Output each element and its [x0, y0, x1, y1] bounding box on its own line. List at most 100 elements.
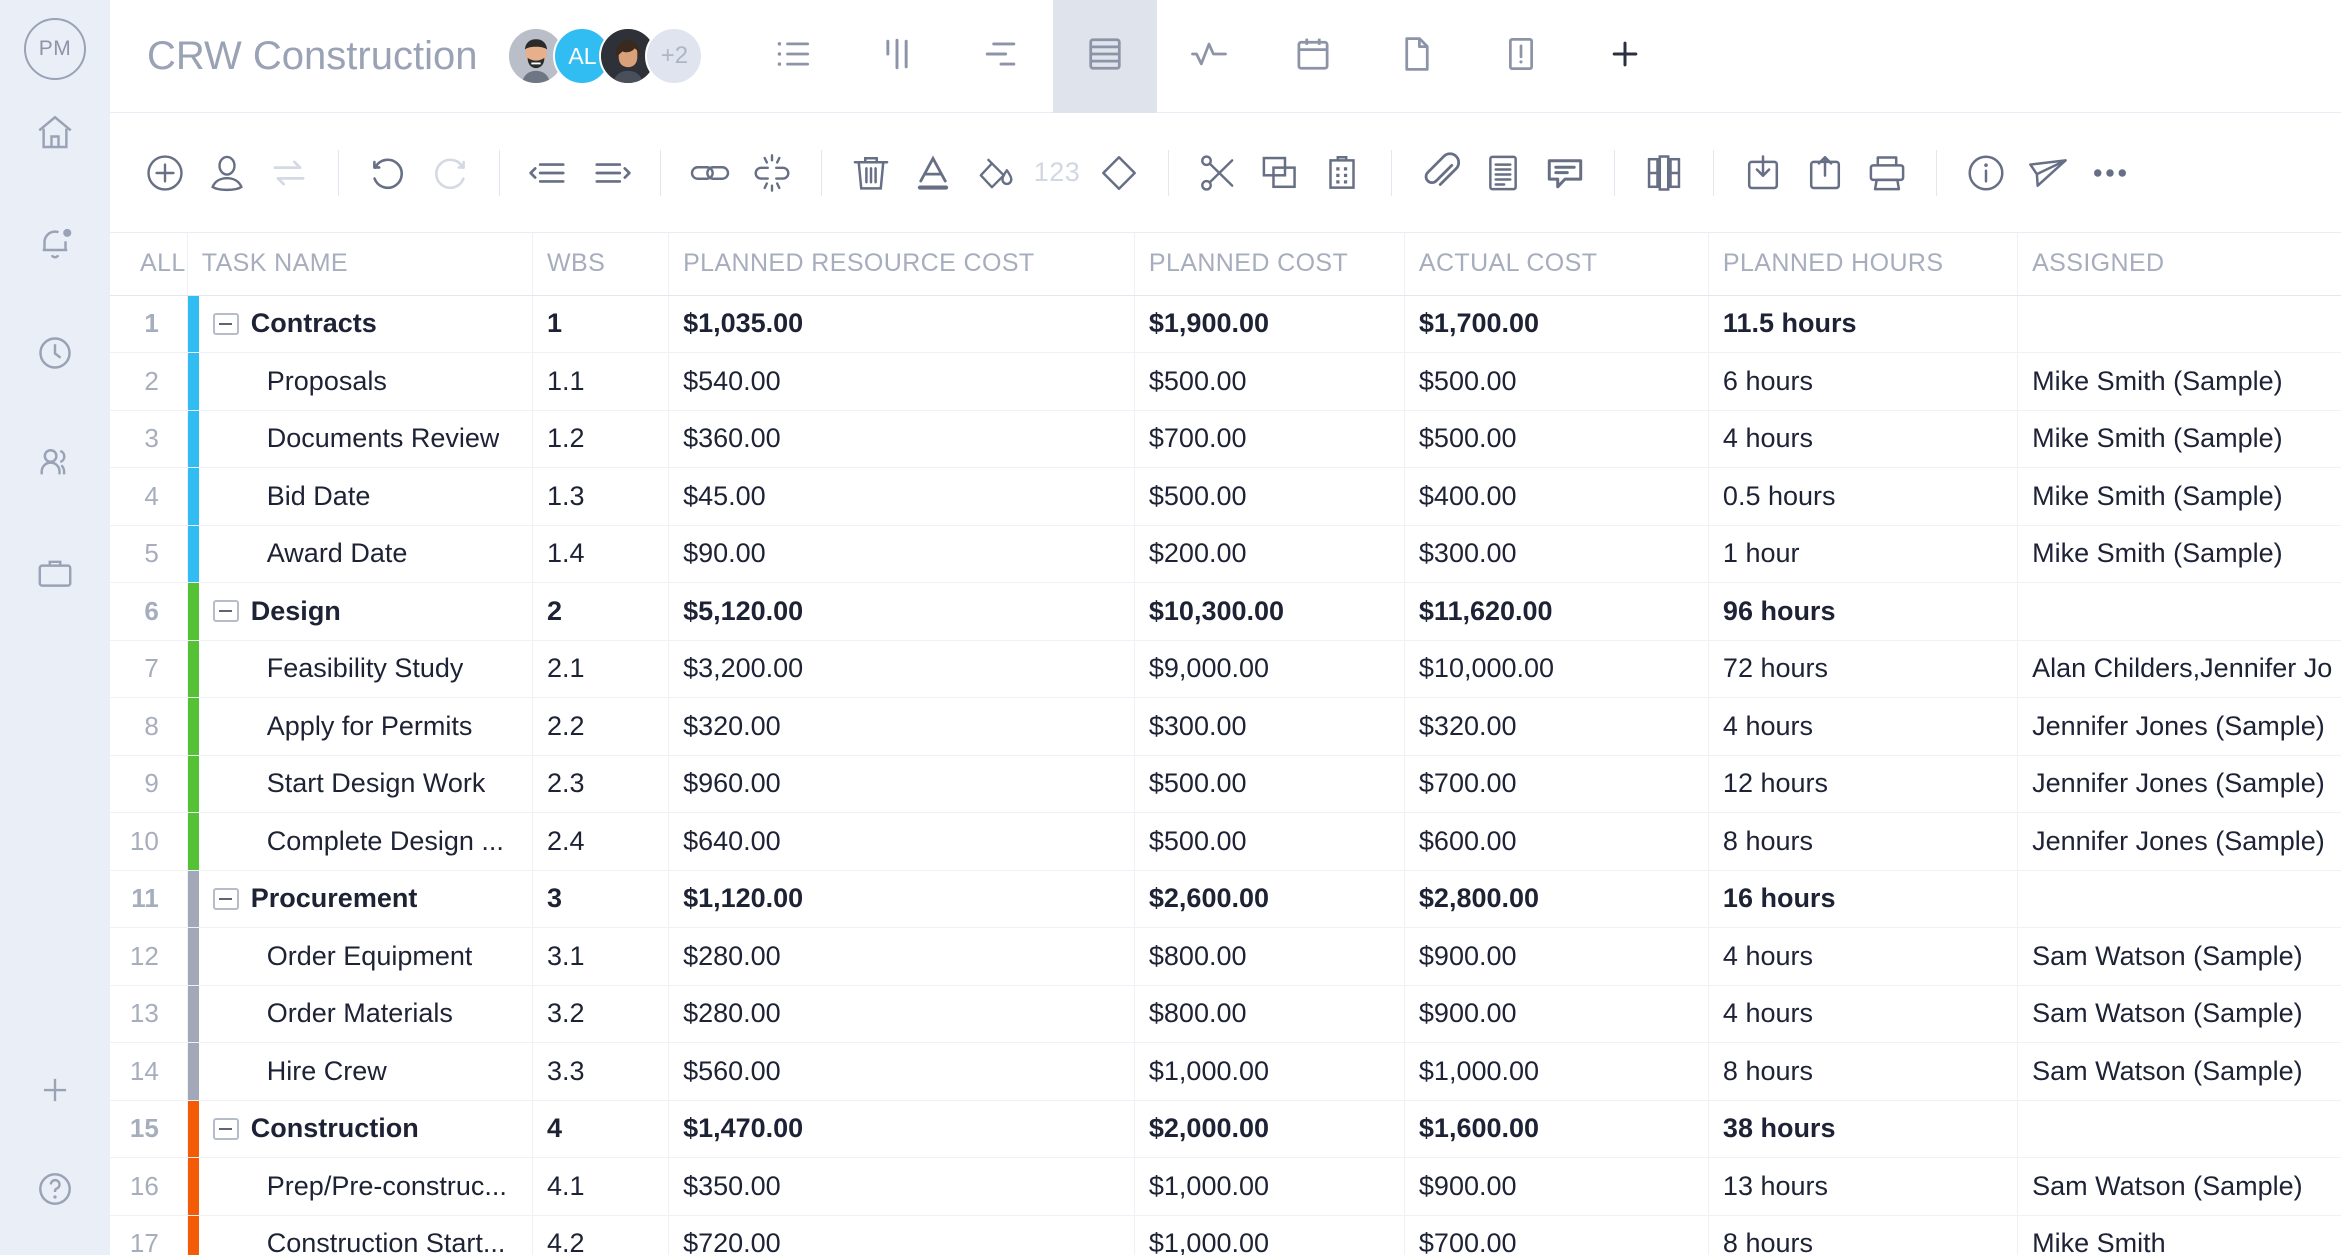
wbs-cell[interactable]: 2.1: [532, 640, 670, 698]
table-row[interactable]: 4 Bid Date 1.3 $45.00 $500.00 $400.00 0.5 hour…: [110, 467, 2341, 526]
undo-icon[interactable]: [357, 142, 419, 204]
number-format-icon[interactable]: 123: [1026, 142, 1088, 204]
table-row[interactable]: 6 Design 2 $5,120.00 $10,300.00 $11,620.00 96 …: [110, 582, 2341, 641]
wbs-cell[interactable]: 2.4: [532, 812, 670, 871]
actual-cost-cell[interactable]: $500.00: [1404, 352, 1709, 411]
table-row[interactable]: 7 Feasibility Study 2.1 $3,200.00 $9,000.00 $…: [110, 640, 2341, 698]
table-row[interactable]: 3 Documents Review 1.2 $360.00 $700.00 $500.0…: [110, 410, 2341, 468]
table-row[interactable]: 2 Proposals 1.1 $540.00 $500.00 $500.00 6 hour…: [110, 352, 2341, 411]
planned-cost-cell[interactable]: $200.00: [1134, 525, 1405, 583]
wbs-cell[interactable]: 1: [532, 295, 670, 353]
actual-cost-cell[interactable]: $900.00: [1404, 985, 1709, 1043]
table-row[interactable]: 10 Complete Design ... 2.4 $640.00 $500.00 $6…: [110, 812, 2341, 871]
planned-cost-cell[interactable]: $800.00: [1134, 927, 1405, 986]
table-row[interactable]: 1 Contracts 1 $1,035.00 $1,900.00 $1,700.00 11…: [110, 295, 2341, 353]
planned-hours-cell[interactable]: 13 hours: [1708, 1157, 2019, 1216]
actual-cost-cell[interactable]: $320.00: [1404, 697, 1709, 756]
planned-cost-cell[interactable]: $2,600.00: [1134, 870, 1405, 928]
column-header-planned-resource-cost[interactable]: PLANNED RESOURCE COST: [668, 233, 1135, 296]
planned-resource-cost-cell[interactable]: $640.00: [668, 812, 1135, 871]
planned-cost-cell[interactable]: $9,000.00: [1134, 640, 1405, 698]
fill-color-icon[interactable]: [964, 142, 1026, 204]
planned-hours-cell[interactable]: 8 hours: [1708, 1215, 2019, 1255]
wbs-cell[interactable]: 3.3: [532, 1042, 670, 1101]
planned-resource-cost-cell[interactable]: $960.00: [668, 755, 1135, 813]
wbs-cell[interactable]: 2: [532, 582, 670, 641]
import-icon[interactable]: [1732, 142, 1794, 204]
planned-cost-cell[interactable]: $800.00: [1134, 985, 1405, 1043]
planned-cost-cell[interactable]: $1,900.00: [1134, 295, 1405, 353]
actual-cost-cell[interactable]: $900.00: [1404, 927, 1709, 986]
delete-icon[interactable]: [840, 142, 902, 204]
planned-resource-cost-cell[interactable]: $1,470.00: [668, 1100, 1135, 1158]
sidebar-item-portfolio[interactable]: [0, 520, 110, 630]
copy-icon[interactable]: [1249, 142, 1311, 204]
collapse-toggle-icon[interactable]: [212, 312, 239, 335]
planned-hours-cell[interactable]: 8 hours: [1708, 812, 2019, 871]
wbs-cell[interactable]: 3: [532, 870, 670, 928]
actual-cost-cell[interactable]: $1,000.00: [1404, 1042, 1709, 1101]
planned-hours-cell[interactable]: 0.5 hours: [1708, 467, 2019, 526]
tab-board[interactable]: [845, 0, 949, 113]
actual-cost-cell[interactable]: $1,600.00: [1404, 1100, 1709, 1158]
planned-resource-cost-cell[interactable]: $5,120.00: [668, 582, 1135, 641]
planned-hours-cell[interactable]: 4 hours: [1708, 927, 2019, 986]
wbs-cell[interactable]: 2.3: [532, 755, 670, 813]
outdent-icon[interactable]: [518, 142, 580, 204]
sheet-grid[interactable]: ALL TASK NAME WBS PLANNED RESOURCE COST …: [110, 233, 2341, 1255]
wbs-cell[interactable]: 1.1: [532, 352, 670, 411]
planned-resource-cost-cell[interactable]: $1,035.00: [668, 295, 1135, 353]
actual-cost-cell[interactable]: $400.00: [1404, 467, 1709, 526]
wbs-cell[interactable]: 3.2: [532, 985, 670, 1043]
table-row[interactable]: 8 Apply for Permits 2.2 $320.00 $300.00 $320.…: [110, 697, 2341, 756]
actual-cost-cell[interactable]: $900.00: [1404, 1157, 1709, 1216]
table-row[interactable]: 5 Award Date 1.4 $90.00 $200.00 $300.00 1 hour…: [110, 525, 2341, 583]
milestone-icon[interactable]: [1088, 142, 1150, 204]
planned-hours-cell[interactable]: 38 hours: [1708, 1100, 2019, 1158]
actual-cost-cell[interactable]: $2,800.00: [1404, 870, 1709, 928]
planned-cost-cell[interactable]: $500.00: [1134, 812, 1405, 871]
wbs-cell[interactable]: 1.2: [532, 410, 670, 468]
assigned-cell[interactable]: Mike Smith (Sample): [2017, 525, 2341, 583]
table-row[interactable]: 15 Construction 4 $1,470.00 $2,000.00 $1,600.…: [110, 1100, 2341, 1158]
assigned-cell[interactable]: [2017, 295, 2341, 353]
planned-resource-cost-cell[interactable]: $45.00: [668, 467, 1135, 526]
table-row[interactable]: 12 Order Equipment 3.1 $280.00 $800.00 $900.0…: [110, 927, 2341, 986]
collapse-toggle-icon[interactable]: [212, 600, 239, 623]
table-row[interactable]: 17 Construction Start... 4.2 $720.00 $1,000.…: [110, 1215, 2341, 1255]
task-name-cell[interactable]: Contracts: [187, 295, 534, 353]
table-row[interactable]: 9 Start Design Work 2.3 $960.00 $500.00 $700.…: [110, 755, 2341, 813]
planned-cost-cell[interactable]: $1,000.00: [1134, 1215, 1405, 1255]
comment-icon[interactable]: [1534, 142, 1596, 204]
planned-cost-cell[interactable]: $500.00: [1134, 755, 1405, 813]
assigned-cell[interactable]: Mike Smith (Sample): [2017, 467, 2341, 526]
add-task-icon[interactable]: [134, 142, 196, 204]
paste-icon[interactable]: [1311, 142, 1373, 204]
planned-resource-cost-cell[interactable]: $320.00: [668, 697, 1135, 756]
planned-cost-cell[interactable]: $700.00: [1134, 410, 1405, 468]
app-logo[interactable]: PM: [24, 18, 86, 80]
sidebar-add-button[interactable]: [0, 1035, 110, 1145]
assigned-cell[interactable]: Alan Childers,Jennifer Jo: [2017, 640, 2341, 698]
planned-cost-cell[interactable]: $500.00: [1134, 467, 1405, 526]
task-name-cell[interactable]: Prep/Pre-construc...: [187, 1157, 534, 1216]
column-header-planned-hours[interactable]: PLANNED HOURS: [1708, 233, 2019, 296]
task-name-cell[interactable]: Start Design Work: [187, 755, 534, 813]
sidebar-item-team[interactable]: [0, 410, 110, 520]
notes-icon[interactable]: [1472, 142, 1534, 204]
tab-issues[interactable]: [1469, 0, 1573, 113]
column-header-all[interactable]: ALL: [110, 233, 188, 296]
planned-hours-cell[interactable]: 8 hours: [1708, 1042, 2019, 1101]
wbs-cell[interactable]: 4.2: [532, 1215, 670, 1255]
planned-resource-cost-cell[interactable]: $360.00: [668, 410, 1135, 468]
task-name-cell[interactable]: Feasibility Study: [187, 640, 534, 698]
planned-resource-cost-cell[interactable]: $280.00: [668, 985, 1135, 1043]
text-color-icon[interactable]: [902, 142, 964, 204]
column-header-actual-cost[interactable]: ACTUAL COST: [1404, 233, 1709, 296]
actual-cost-cell[interactable]: $10,000.00: [1404, 640, 1709, 698]
wbs-cell[interactable]: 3.1: [532, 927, 670, 986]
task-name-cell[interactable]: Documents Review: [187, 410, 534, 468]
assigned-cell[interactable]: Sam Watson (Sample): [2017, 1042, 2341, 1101]
assigned-cell[interactable]: Mike Smith (Sample): [2017, 410, 2341, 468]
planned-cost-cell[interactable]: $500.00: [1134, 352, 1405, 411]
